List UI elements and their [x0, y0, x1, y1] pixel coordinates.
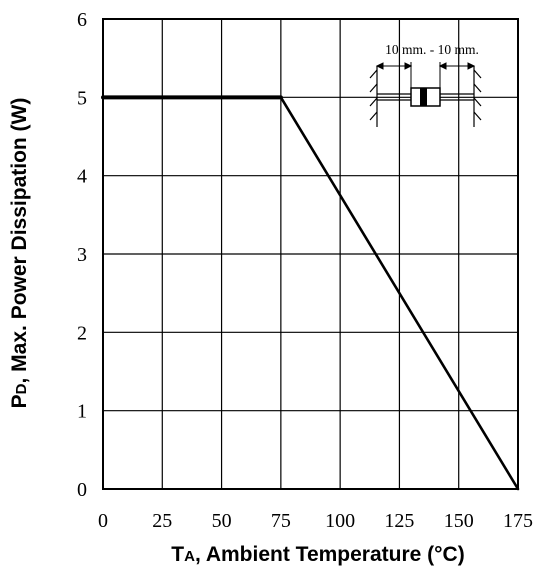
right-mount-hatch	[473, 66, 482, 127]
y-tick-label: 3	[77, 244, 87, 266]
lead-length-diagram: 10 mm. - 10 mm.	[369, 42, 482, 127]
y-axis-label: PD, Max. Power Dissipation (W)	[8, 98, 31, 409]
plot-frame	[102, 18, 519, 490]
x-tick-label: 25	[152, 510, 172, 532]
x-tick-label: 100	[325, 510, 355, 532]
y-tick-label: 4	[77, 166, 87, 188]
series-layer	[101, 95, 520, 491]
x-tick-label: 125	[384, 510, 414, 532]
derating-line-segment	[279, 96, 520, 491]
x-tick-label: 50	[212, 510, 232, 532]
left-mount-hatch	[369, 66, 378, 127]
x-axis-label-main: T	[171, 543, 184, 566]
x-tick-labels: 0 25 50 75 100 125 150 175	[98, 510, 533, 532]
cathode-band	[420, 88, 427, 106]
y-tick-label: 0	[77, 479, 87, 501]
x-axis-label-rest: , Ambient Temperature (°C)	[195, 543, 465, 566]
x-tick-label: 75	[271, 510, 291, 532]
y-tick-label: 6	[77, 9, 87, 31]
x-axis-label-sub: A	[184, 548, 195, 565]
y-tick-label: 5	[77, 87, 87, 109]
grid-lines	[103, 19, 518, 489]
y-tick-labels: 0 1 2 3 4 5 6	[77, 9, 87, 501]
x-tick-label: 0	[98, 510, 108, 532]
y-axis-label-sub: D	[13, 383, 30, 394]
dimension-label: 10 mm. - 10 mm.	[385, 42, 479, 57]
y-axis-label-main: P	[8, 394, 31, 408]
y-tick-label: 2	[77, 322, 87, 344]
y-axis-label-rest: , Max. Power Dissipation (W)	[8, 98, 31, 384]
dimension-arrows	[375, 62, 476, 70]
y-tick-label: 1	[77, 401, 87, 423]
x-tick-label: 150	[444, 510, 474, 532]
x-axis-label: TA, Ambient Temperature (°C)	[171, 543, 464, 566]
x-tick-label: 175	[503, 510, 533, 532]
dimension-ticks	[410, 62, 441, 88]
lead-wires	[377, 93, 474, 101]
